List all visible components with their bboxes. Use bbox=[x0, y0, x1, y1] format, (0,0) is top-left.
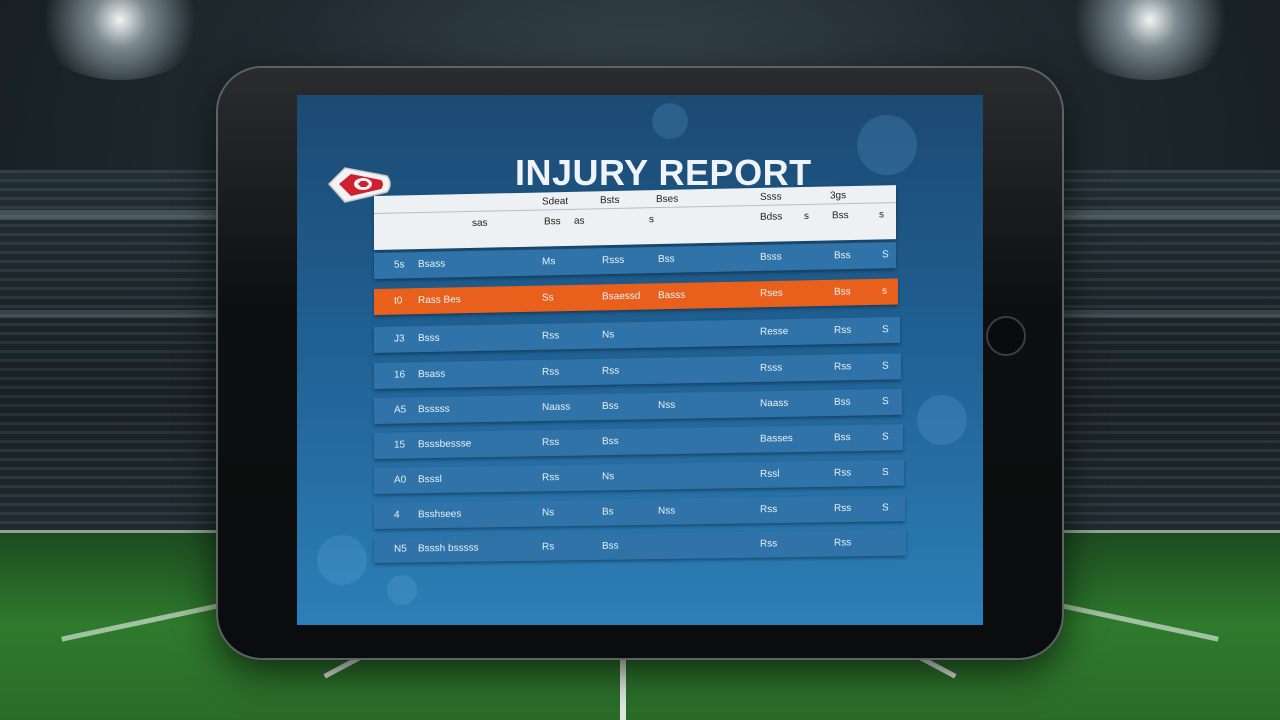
arrowhead-logo-icon bbox=[327, 167, 391, 203]
row-cell-num: N5 bbox=[394, 543, 407, 555]
header-sublabel: Bss bbox=[832, 210, 849, 222]
row-cell-c4: Bsss bbox=[760, 251, 782, 263]
header-label: Sdeat bbox=[542, 195, 569, 208]
header-sublabel: s bbox=[804, 210, 809, 222]
row-cell-c1: Rss bbox=[542, 436, 560, 449]
row-cell-c4: Naass bbox=[760, 397, 789, 410]
header-label: 3gs bbox=[830, 190, 847, 202]
stadium-light-left bbox=[30, 0, 210, 80]
row-cell-c1: Ms bbox=[542, 256, 556, 268]
row-cell-num: 15 bbox=[394, 439, 406, 451]
row-cell-c2: Ns bbox=[602, 329, 615, 341]
row-cell-name: Bsssl bbox=[418, 473, 442, 486]
header-sublabel: as bbox=[574, 215, 585, 227]
row-cell-c1: Ss bbox=[542, 292, 554, 304]
row-cell-c1: Ns bbox=[542, 507, 555, 519]
row-cell-c3: Nss bbox=[658, 505, 676, 517]
row-cell-c5: Bss bbox=[834, 432, 851, 444]
row-cell-c4: Rssl bbox=[760, 468, 780, 480]
row-cell-c5: Bss bbox=[834, 286, 851, 298]
row-cell-c4: Resse bbox=[760, 326, 789, 338]
row-cell-c6: S bbox=[882, 431, 889, 443]
row-cell-c5: Rss bbox=[834, 502, 852, 515]
row-cell-name: Bsass bbox=[418, 368, 446, 381]
row-cell-c3: Bss bbox=[658, 253, 675, 266]
row-cell-c3: Nss bbox=[658, 399, 676, 412]
row-cell-c2: Bss bbox=[602, 435, 619, 448]
report-title: INJURY REPORT bbox=[515, 152, 812, 193]
row-cell-num: A0 bbox=[394, 474, 407, 486]
row-cell-num: 5s bbox=[394, 259, 405, 271]
row-cell-c2: Bs bbox=[602, 506, 614, 518]
row-cell-num: 16 bbox=[394, 369, 406, 381]
row-cell-c4: Rsss bbox=[760, 362, 783, 374]
header-sublabel: Bdss bbox=[760, 211, 783, 223]
row-cell-c2: Bss bbox=[602, 400, 619, 413]
row-cell-c5: Bss bbox=[834, 250, 851, 262]
row-cell-c6: S bbox=[882, 466, 889, 479]
header-label: Bses bbox=[656, 193, 679, 206]
table-header: Sdeat Bsts Bses Ssss 3gs sas Bss as s Bd… bbox=[374, 185, 896, 250]
stadium-light-right bbox=[1060, 0, 1240, 80]
row-cell-c1: Rss bbox=[542, 472, 560, 484]
row-cell-num: A5 bbox=[394, 404, 407, 416]
row-cell-c2: Bss bbox=[602, 540, 619, 552]
row-cell-num: J3 bbox=[394, 333, 405, 345]
row-cell-c1: Naass bbox=[542, 401, 571, 414]
row-cell-c6: S bbox=[882, 249, 889, 261]
row-cell-name: Bsssh bsssss bbox=[418, 542, 479, 555]
row-cell-c2: Ns bbox=[602, 471, 615, 483]
row-cell-name: Bsss bbox=[418, 332, 440, 345]
header-sublabel: s bbox=[649, 214, 654, 226]
row-cell-c5: Rss bbox=[834, 324, 852, 337]
header-sublabel: s bbox=[879, 209, 884, 221]
row-cell-name: Bsshsees bbox=[418, 508, 462, 521]
row-cell-c5: Rss bbox=[834, 537, 852, 549]
row-cell-c4: Rss bbox=[760, 504, 778, 516]
row-cell-c5: Rss bbox=[834, 361, 852, 373]
row-cell-num: 4 bbox=[394, 509, 400, 521]
header-sublabel: Bss bbox=[544, 216, 561, 228]
header-label: Bsts bbox=[600, 194, 620, 207]
row-cell-name: Bsass bbox=[418, 258, 446, 271]
row-cell-c2: Rss bbox=[602, 365, 620, 377]
row-cell-c4: Rses bbox=[760, 287, 783, 300]
header-sublabel: sas bbox=[472, 217, 488, 229]
row-cell-c1: Rss bbox=[542, 330, 560, 342]
home-button[interactable] bbox=[986, 316, 1026, 356]
row-cell-c1: Rs bbox=[542, 541, 555, 553]
row-cell-c4: Basses bbox=[760, 433, 793, 445]
row-cell-c6: S bbox=[882, 360, 889, 372]
row-cell-name: Bsssbessse bbox=[418, 438, 472, 451]
row-cell-name: Rass Bes bbox=[418, 294, 461, 307]
row-cell-c3: Basss bbox=[658, 289, 686, 302]
row-cell-c6: S bbox=[882, 502, 889, 514]
row-cell-num: t0 bbox=[394, 295, 403, 307]
row-cell-c6: S bbox=[882, 396, 889, 408]
row-cell-c6: S bbox=[882, 324, 889, 336]
row-cell-c2: Rsss bbox=[602, 254, 625, 267]
row-cell-c2: Bsaessd bbox=[602, 290, 641, 303]
row-cell-name: Bsssss bbox=[418, 403, 450, 416]
row-cell-c5: Bss bbox=[834, 396, 851, 408]
header-label: Ssss bbox=[760, 191, 782, 203]
row-cell-c5: Rss bbox=[834, 467, 852, 479]
row-cell-c1: Rss bbox=[542, 366, 560, 378]
row-cell-c4: Rss bbox=[760, 538, 778, 550]
row-cell-c6: s bbox=[882, 285, 887, 297]
